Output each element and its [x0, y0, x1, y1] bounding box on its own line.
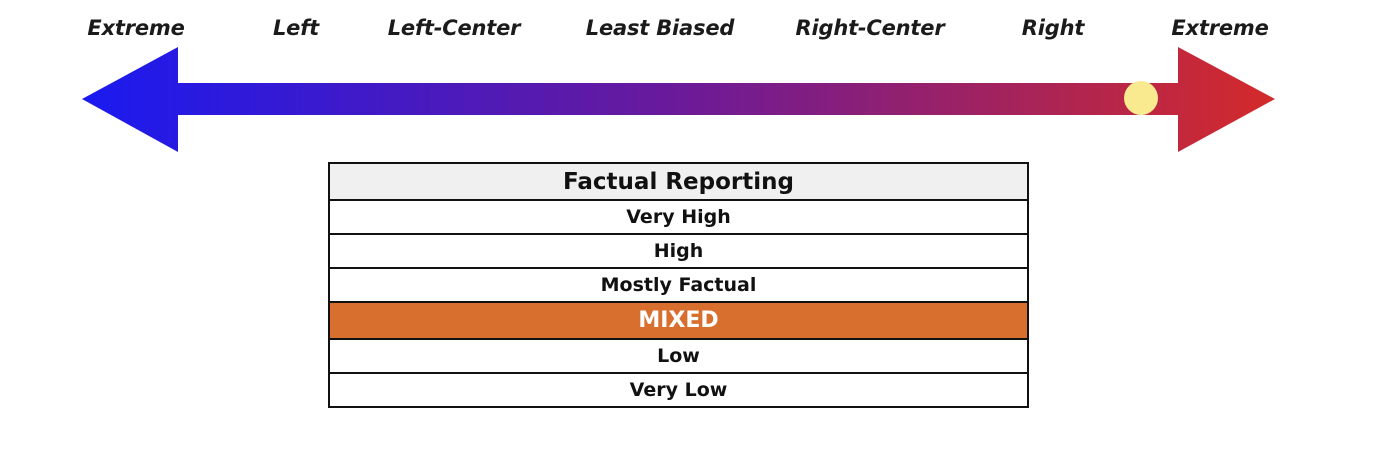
bias-scale-arrow	[82, 47, 1275, 152]
factual-row-high: High	[328, 233, 1029, 269]
bias-marker-dot	[1124, 81, 1158, 115]
bias-label-extreme-left: Extreme	[87, 16, 185, 40]
factual-row-label: High	[328, 233, 1029, 269]
factual-row-label-selected: MIXED	[328, 301, 1029, 340]
bias-label-left-center: Left-Center	[387, 16, 521, 40]
bias-label-right-center: Right-Center	[795, 16, 945, 40]
factual-row-label: Low	[328, 338, 1029, 374]
factual-reporting-title: Factual Reporting	[328, 162, 1029, 201]
factual-row-low: Low	[328, 338, 1029, 374]
factual-reporting-header-row: Factual Reporting	[328, 162, 1029, 201]
bias-label-left: Left	[273, 16, 319, 40]
factual-row-mostly-factual: Mostly Factual	[328, 267, 1029, 303]
factual-row-label: Mostly Factual	[328, 267, 1029, 303]
factual-row-label: Very High	[328, 199, 1029, 235]
bias-scale-labels: Extreme Left Left-Center Least Biased Ri…	[0, 16, 1388, 50]
double-headed-arrow-shape	[82, 47, 1275, 152]
factual-reporting-table: Factual Reporting Very High High Mostly …	[328, 162, 1029, 408]
bias-label-extreme-right: Extreme	[1171, 16, 1269, 40]
factual-row-mixed: MIXED	[328, 301, 1029, 340]
factual-row-label: Very Low	[328, 372, 1029, 408]
factual-row-very-low: Very Low	[328, 372, 1029, 408]
bias-label-right: Right	[1021, 16, 1085, 40]
bias-label-least-biased: Least Biased	[585, 16, 735, 40]
factual-row-very-high: Very High	[328, 199, 1029, 235]
